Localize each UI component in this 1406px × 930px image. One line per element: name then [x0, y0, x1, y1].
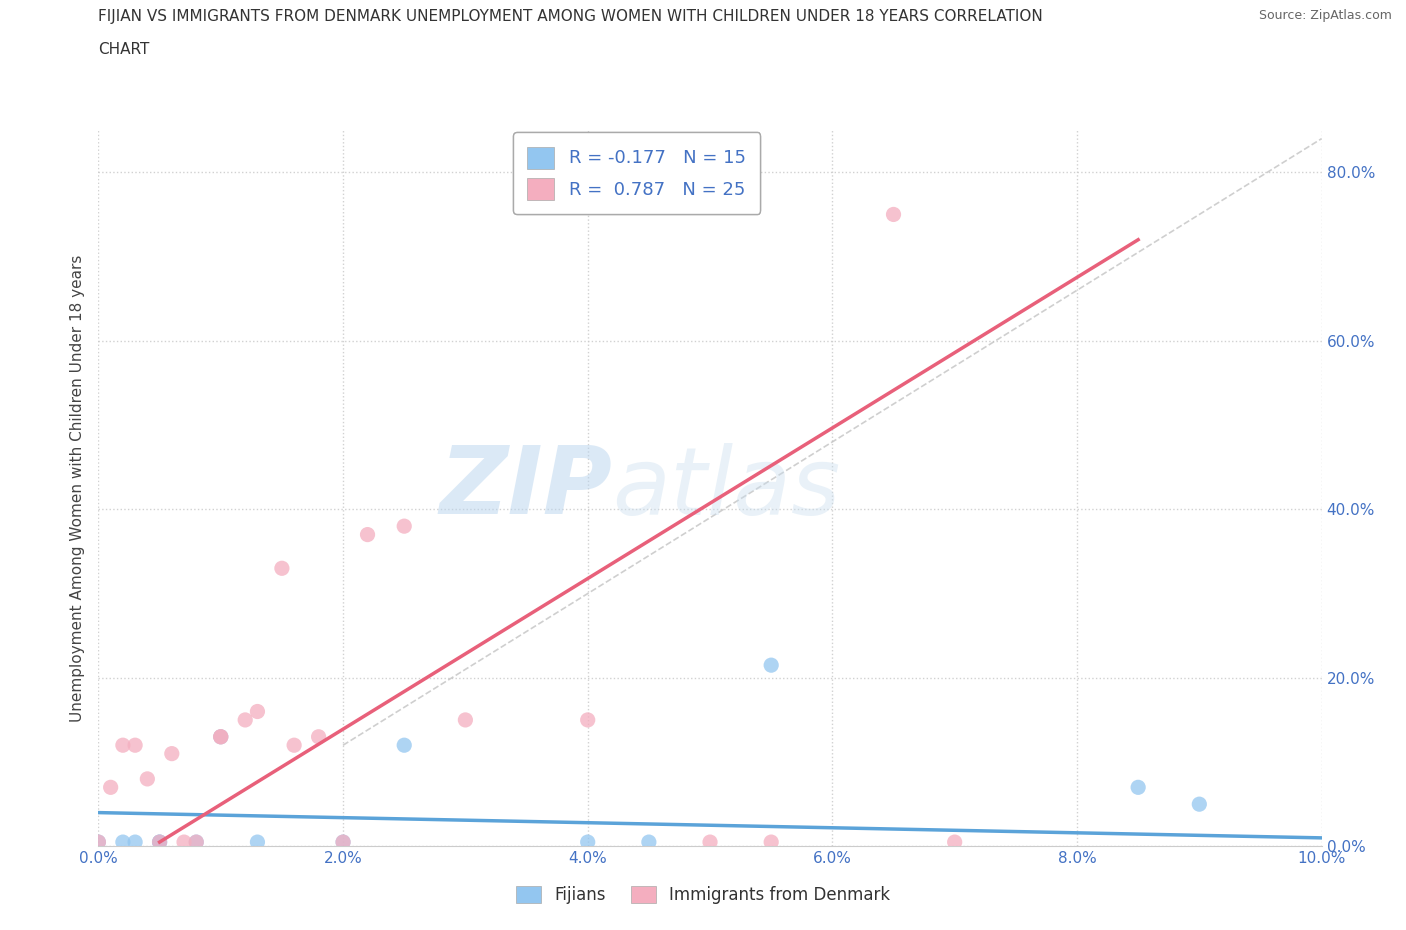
Point — [111, 737, 134, 752]
Point — [124, 834, 146, 849]
Text: FIJIAN VS IMMIGRANTS FROM DENMARK UNEMPLOYMENT AMONG WOMEN WITH CHILDREN UNDER 1: FIJIAN VS IMMIGRANTS FROM DENMARK UNEMPL… — [98, 9, 1043, 24]
Point — [186, 834, 208, 849]
Point — [149, 834, 172, 849]
Point — [308, 729, 330, 744]
Text: ZIP: ZIP — [439, 443, 612, 534]
Legend: Fijians, Immigrants from Denmark: Fijians, Immigrants from Denmark — [508, 878, 898, 912]
Point — [759, 834, 782, 849]
Point — [576, 712, 599, 727]
Point — [943, 834, 966, 849]
Point — [87, 834, 110, 849]
Point — [149, 834, 172, 849]
Point — [111, 834, 134, 849]
Legend: R = -0.177   N = 15, R =  0.787   N = 25: R = -0.177 N = 15, R = 0.787 N = 25 — [513, 132, 761, 214]
Point — [392, 519, 416, 534]
Point — [246, 704, 269, 719]
Point — [270, 561, 292, 576]
Text: atlas: atlas — [612, 443, 841, 534]
Point — [699, 834, 721, 849]
Point — [124, 737, 146, 752]
Point — [759, 658, 782, 672]
Point — [209, 729, 232, 744]
Point — [1188, 797, 1211, 812]
Point — [136, 772, 159, 787]
Point — [637, 834, 661, 849]
Point — [883, 207, 905, 222]
Point — [186, 834, 208, 849]
Point — [246, 834, 269, 849]
Point — [454, 712, 477, 727]
Point — [173, 834, 195, 849]
Y-axis label: Unemployment Among Women with Children Under 18 years: Unemployment Among Women with Children U… — [69, 255, 84, 722]
Text: CHART: CHART — [98, 42, 150, 57]
Point — [1128, 780, 1150, 795]
Point — [160, 746, 183, 761]
Point — [356, 527, 378, 542]
Point — [149, 834, 172, 849]
Point — [283, 737, 305, 752]
Point — [100, 780, 122, 795]
Point — [209, 729, 232, 744]
Point — [332, 834, 354, 849]
Text: Source: ZipAtlas.com: Source: ZipAtlas.com — [1258, 9, 1392, 22]
Point — [209, 729, 232, 744]
Point — [576, 834, 599, 849]
Point — [87, 834, 110, 849]
Point — [233, 712, 256, 727]
Point — [392, 737, 416, 752]
Point — [332, 834, 354, 849]
